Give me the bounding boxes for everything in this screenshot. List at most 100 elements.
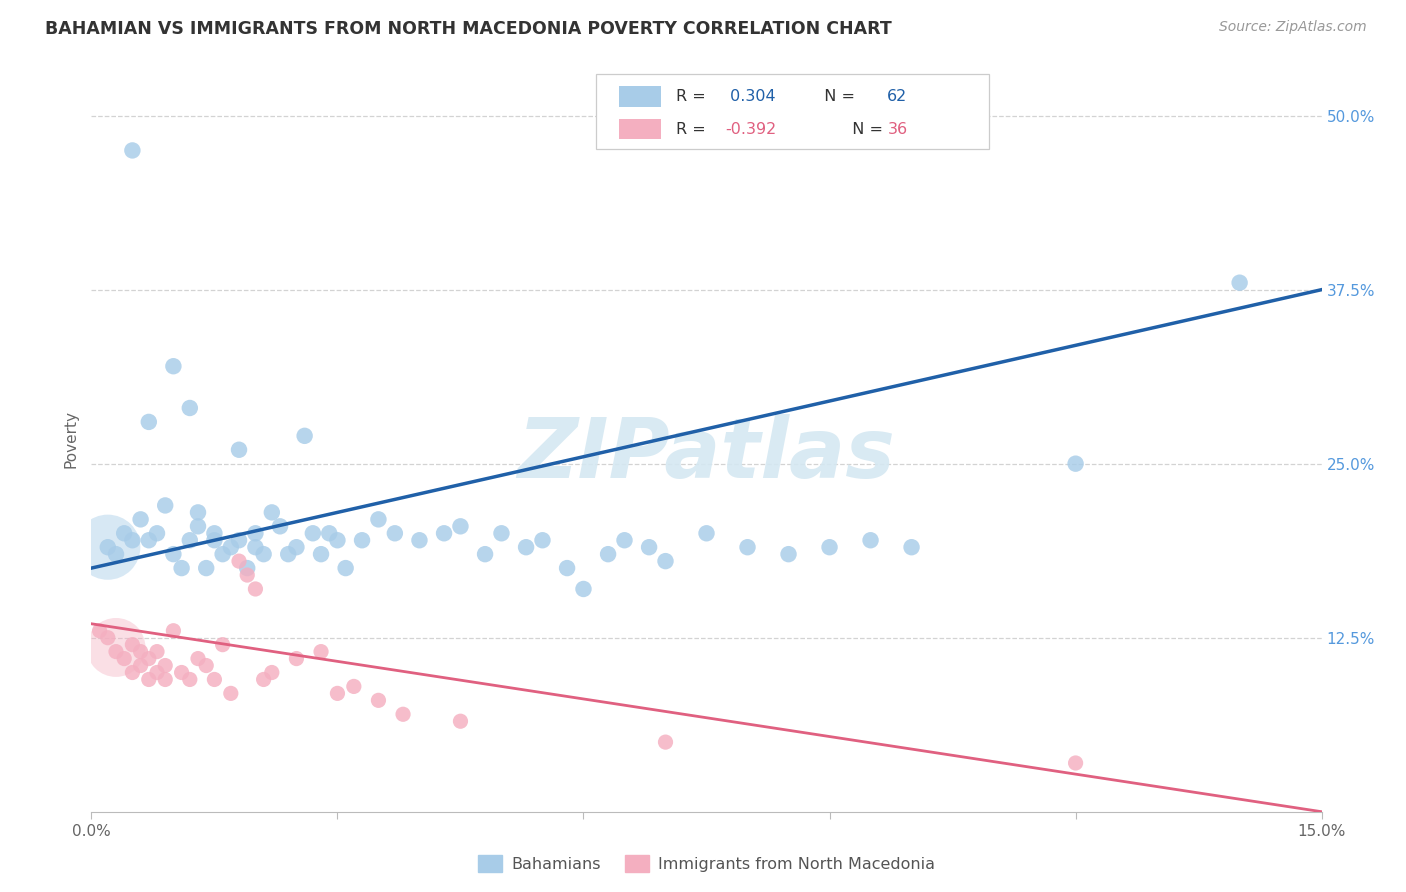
Point xyxy=(818,540,841,554)
Point xyxy=(89,624,111,638)
Text: R =: R = xyxy=(676,89,710,104)
Point xyxy=(153,673,177,687)
Point xyxy=(236,568,259,582)
Point xyxy=(121,638,143,652)
Point xyxy=(572,582,595,596)
Text: BAHAMIAN VS IMMIGRANTS FROM NORTH MACEDONIA POVERTY CORRELATION CHART: BAHAMIAN VS IMMIGRANTS FROM NORTH MACEDO… xyxy=(45,20,891,37)
Point xyxy=(187,519,209,533)
Point xyxy=(695,526,717,541)
Point xyxy=(129,645,152,659)
Text: N =: N = xyxy=(814,89,859,104)
Point xyxy=(195,658,218,673)
Point xyxy=(219,686,242,700)
Point xyxy=(245,582,267,596)
Point xyxy=(162,547,184,561)
Text: 0.304: 0.304 xyxy=(725,89,776,104)
Point xyxy=(97,631,120,645)
Point xyxy=(146,645,169,659)
Point xyxy=(202,526,225,541)
Point xyxy=(236,561,259,575)
Point xyxy=(138,673,160,687)
Point xyxy=(105,645,127,659)
Point xyxy=(491,526,513,541)
Point xyxy=(112,526,135,541)
Point xyxy=(228,554,250,568)
Text: R =: R = xyxy=(676,121,710,136)
Point xyxy=(352,533,374,548)
Point xyxy=(121,665,143,680)
Point xyxy=(121,533,143,548)
Point xyxy=(269,519,291,533)
Point xyxy=(326,533,349,548)
Point xyxy=(638,540,661,554)
Text: -0.392: -0.392 xyxy=(725,121,776,136)
Point xyxy=(1064,457,1087,471)
Text: Source: ZipAtlas.com: Source: ZipAtlas.com xyxy=(1219,20,1367,34)
Point xyxy=(129,658,152,673)
Point xyxy=(449,519,471,533)
Point xyxy=(170,561,193,575)
Point xyxy=(515,540,537,554)
Point xyxy=(195,561,218,575)
Point xyxy=(654,554,676,568)
Point xyxy=(138,651,160,665)
Point xyxy=(778,547,800,561)
Point xyxy=(408,533,430,548)
Point xyxy=(179,401,201,415)
Point xyxy=(294,429,316,443)
Point xyxy=(146,526,169,541)
Point xyxy=(211,547,233,561)
Point xyxy=(105,547,127,561)
Point xyxy=(384,526,406,541)
Point xyxy=(105,640,127,655)
Point xyxy=(97,540,120,554)
Point xyxy=(153,658,177,673)
Point xyxy=(309,645,332,659)
Point xyxy=(596,547,619,561)
Point xyxy=(285,540,308,554)
Point xyxy=(187,505,209,519)
Point xyxy=(277,547,299,561)
Point xyxy=(613,533,636,548)
Point xyxy=(162,359,184,374)
Point xyxy=(187,651,209,665)
Point xyxy=(153,499,177,513)
Point xyxy=(228,442,250,457)
Point xyxy=(179,533,201,548)
Point xyxy=(97,540,120,554)
Point xyxy=(318,526,340,541)
Point xyxy=(121,144,143,158)
Point xyxy=(555,561,578,575)
Point xyxy=(367,693,389,707)
Point xyxy=(253,673,276,687)
Point xyxy=(245,526,267,541)
Point xyxy=(129,512,152,526)
Text: 62: 62 xyxy=(887,89,908,104)
Legend: Bahamians, Immigrants from North Macedonia: Bahamians, Immigrants from North Macedon… xyxy=(471,849,942,879)
Point xyxy=(219,540,242,554)
Point xyxy=(211,638,233,652)
Point xyxy=(138,533,160,548)
Point xyxy=(343,680,366,694)
Bar xyxy=(619,87,661,107)
Point xyxy=(859,533,882,548)
Point xyxy=(900,540,922,554)
Point xyxy=(170,665,193,680)
Point xyxy=(392,707,415,722)
Point xyxy=(301,526,323,541)
Point xyxy=(245,540,267,554)
Text: ZIPatlas: ZIPatlas xyxy=(517,414,896,495)
Point xyxy=(260,505,283,519)
Point xyxy=(112,651,135,665)
Point xyxy=(1229,276,1251,290)
Point xyxy=(309,547,332,561)
FancyBboxPatch shape xyxy=(596,74,990,149)
Point xyxy=(326,686,349,700)
Point xyxy=(367,512,389,526)
Point xyxy=(162,624,184,638)
Point xyxy=(335,561,357,575)
Y-axis label: Poverty: Poverty xyxy=(63,410,79,468)
Point xyxy=(138,415,160,429)
Point xyxy=(260,665,283,680)
Text: N =: N = xyxy=(842,121,889,136)
